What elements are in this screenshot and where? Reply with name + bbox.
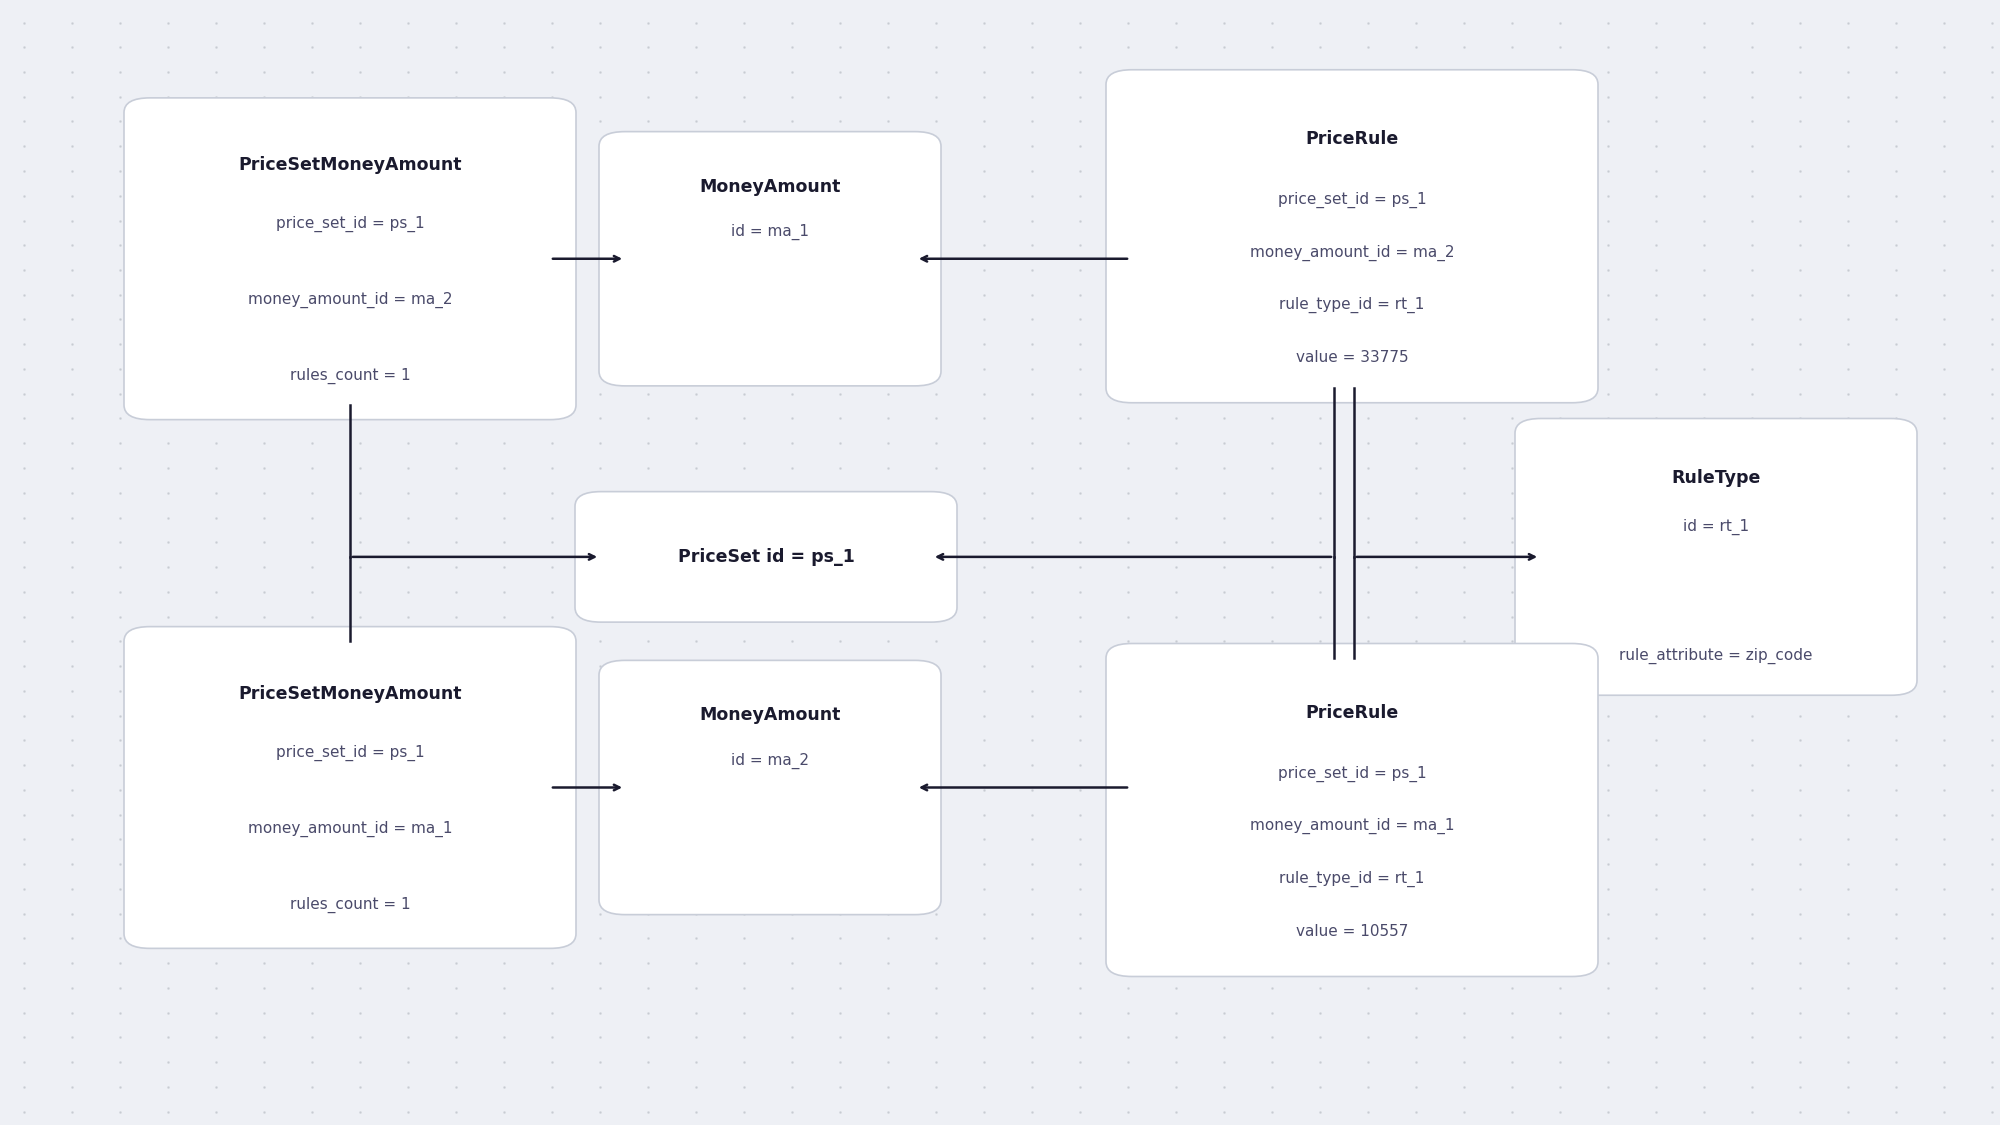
- Text: id = ma_2: id = ma_2: [732, 753, 808, 768]
- Text: money_amount_id = ma_2: money_amount_id = ma_2: [248, 291, 452, 308]
- Text: rules_count = 1: rules_count = 1: [290, 368, 410, 384]
- Text: price_set_id = ps_1: price_set_id = ps_1: [276, 216, 424, 232]
- Text: PriceRule: PriceRule: [1306, 130, 1398, 148]
- Text: value = 33775: value = 33775: [1296, 350, 1408, 366]
- FancyBboxPatch shape: [124, 627, 576, 948]
- Text: price_set_id = ps_1: price_set_id = ps_1: [276, 745, 424, 760]
- Text: value = 10557: value = 10557: [1296, 924, 1408, 939]
- FancyBboxPatch shape: [576, 492, 958, 622]
- FancyBboxPatch shape: [1516, 418, 1916, 695]
- Text: PriceRule: PriceRule: [1306, 704, 1398, 722]
- Text: PriceSetMoneyAmount: PriceSetMoneyAmount: [238, 156, 462, 174]
- Text: money_amount_id = ma_2: money_amount_id = ma_2: [1250, 244, 1454, 261]
- Text: money_amount_id = ma_1: money_amount_id = ma_1: [248, 820, 452, 837]
- Text: price_set_id = ps_1: price_set_id = ps_1: [1278, 765, 1426, 782]
- Text: rules_count = 1: rules_count = 1: [290, 897, 410, 912]
- Text: PriceSetMoneyAmount: PriceSetMoneyAmount: [238, 685, 462, 703]
- FancyBboxPatch shape: [600, 132, 942, 386]
- FancyBboxPatch shape: [124, 98, 576, 420]
- Text: rule_type_id = rt_1: rule_type_id = rt_1: [1280, 297, 1424, 313]
- FancyBboxPatch shape: [1106, 644, 1598, 976]
- Text: id = ma_1: id = ma_1: [732, 224, 808, 240]
- Text: id = rt_1: id = rt_1: [1682, 519, 1750, 536]
- Text: RuleType: RuleType: [1672, 469, 1760, 487]
- Text: price_set_id = ps_1: price_set_id = ps_1: [1278, 191, 1426, 208]
- Text: MoneyAmount: MoneyAmount: [700, 706, 840, 724]
- Text: PriceSet id = ps_1: PriceSet id = ps_1: [678, 548, 854, 566]
- FancyBboxPatch shape: [600, 660, 942, 915]
- FancyBboxPatch shape: [1106, 70, 1598, 403]
- Text: money_amount_id = ma_1: money_amount_id = ma_1: [1250, 818, 1454, 835]
- Text: rule_type_id = rt_1: rule_type_id = rt_1: [1280, 871, 1424, 886]
- Text: rule_attribute = zip_code: rule_attribute = zip_code: [1620, 648, 1812, 664]
- Text: MoneyAmount: MoneyAmount: [700, 178, 840, 196]
